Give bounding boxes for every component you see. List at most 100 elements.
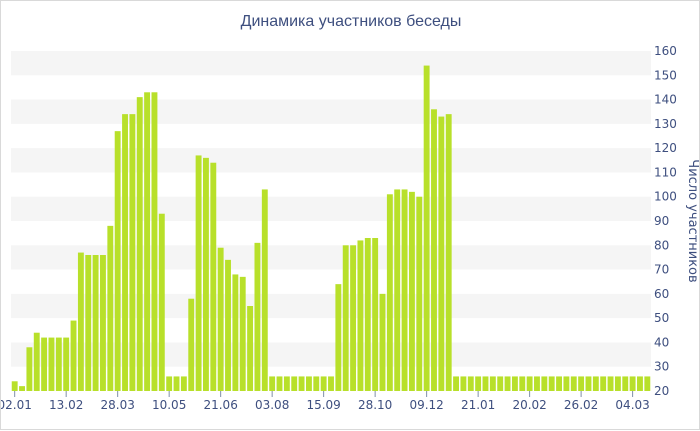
y-tick-label: 120 <box>654 141 677 155</box>
bar <box>33 332 40 391</box>
bar <box>144 92 151 391</box>
bar <box>622 376 629 391</box>
bar <box>563 376 570 391</box>
y-axis: 20 30 40 50 60 70 80 90 100 110 120 130 140 150 160 <box>654 44 677 398</box>
y-tick-label: 80 <box>654 238 669 252</box>
y-tick-label: 40 <box>654 335 669 349</box>
bar <box>408 191 415 391</box>
x-tick-label: 28.03 <box>100 398 134 412</box>
bar <box>438 116 445 391</box>
bar <box>519 376 526 391</box>
bar <box>372 238 379 391</box>
bar-series <box>11 65 651 391</box>
bar <box>291 376 298 391</box>
bar <box>173 376 180 391</box>
bar <box>637 376 643 391</box>
bar <box>585 376 592 391</box>
x-tick-label: 13.02 <box>49 398 83 412</box>
bar <box>394 189 401 391</box>
y-tick-label: 60 <box>654 287 669 301</box>
grid-band <box>11 245 651 270</box>
bar <box>298 376 305 391</box>
y-tick-label: 30 <box>654 360 669 374</box>
bar <box>26 347 33 391</box>
bar <box>305 376 312 391</box>
bar <box>107 225 114 391</box>
bar <box>92 255 99 391</box>
x-tick-label: 04.03 <box>615 398 649 412</box>
bar <box>548 376 555 391</box>
grid-band <box>11 342 651 367</box>
bar <box>269 376 276 391</box>
bar <box>195 155 202 391</box>
bar <box>644 376 651 391</box>
grid-band <box>11 196 651 221</box>
x-tick-label: 26.02 <box>564 398 598 412</box>
bar <box>210 162 217 391</box>
bar <box>19 386 25 391</box>
bar <box>254 242 261 391</box>
bar <box>431 109 437 391</box>
bar <box>335 284 342 391</box>
grid-bands <box>11 51 651 367</box>
bar <box>203 157 209 391</box>
bar <box>261 189 268 391</box>
bar <box>158 213 165 391</box>
bar <box>534 376 540 391</box>
grid-band <box>11 293 651 319</box>
chart-title: Динамика участников беседы <box>240 13 462 30</box>
bar <box>423 65 430 391</box>
bar <box>114 131 121 391</box>
x-tick-label: 15.09 <box>306 398 340 412</box>
bar <box>247 306 254 391</box>
bar <box>129 114 136 391</box>
bar <box>77 252 84 391</box>
bar <box>357 240 364 391</box>
bar <box>401 189 408 391</box>
bar <box>350 245 357 391</box>
bar <box>364 238 371 391</box>
bar <box>100 255 106 391</box>
bar <box>541 376 548 391</box>
bar <box>416 196 423 391</box>
y-tick-label: 20 <box>654 384 669 398</box>
bar <box>489 376 496 391</box>
bar <box>467 376 474 391</box>
x-tick-label: 09.12 <box>409 398 443 412</box>
bar <box>511 376 518 391</box>
x-tick-label: 02.01 <box>1 398 32 412</box>
bar <box>607 376 614 391</box>
bar <box>445 114 452 391</box>
bar <box>239 276 246 391</box>
y-tick-label: 150 <box>654 68 677 82</box>
x-tick-label: 03.08 <box>255 398 289 412</box>
bar <box>600 376 607 391</box>
bar <box>276 376 283 391</box>
bar <box>313 376 320 391</box>
y-tick-label: 140 <box>654 93 677 107</box>
bar <box>570 376 577 391</box>
bar <box>460 376 467 391</box>
bar <box>386 194 393 391</box>
bar <box>320 376 327 391</box>
bar <box>232 274 239 391</box>
bar <box>614 376 621 391</box>
x-tick-label: 20.02 <box>512 398 546 412</box>
x-tick-label: 28.10 <box>358 398 392 412</box>
bar <box>342 245 349 391</box>
bar <box>151 92 158 391</box>
y-tick-label: 90 <box>654 214 669 228</box>
y-tick-label: 70 <box>654 263 669 277</box>
bar <box>453 376 459 391</box>
y-tick-label: 130 <box>654 117 677 131</box>
bar <box>188 298 195 391</box>
bar <box>48 337 55 391</box>
bar <box>63 337 70 391</box>
y-axis-title: Число участников <box>685 159 700 282</box>
x-tick-label: 21.06 <box>203 398 237 412</box>
bar <box>217 247 224 391</box>
bar <box>328 376 334 391</box>
bar <box>556 376 562 391</box>
